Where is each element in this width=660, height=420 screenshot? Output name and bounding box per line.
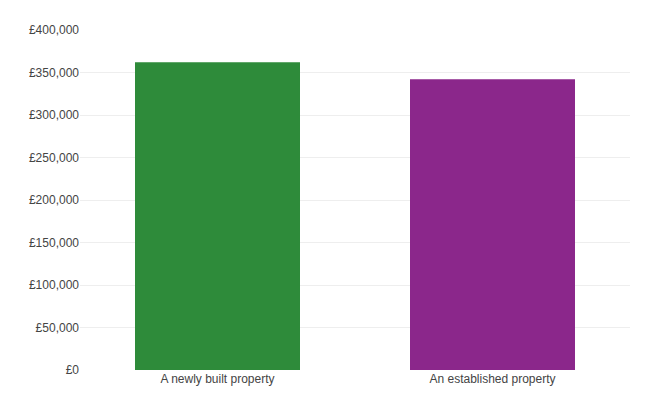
- svg-text:£100,000: £100,000: [29, 278, 79, 292]
- svg-text:£250,000: £250,000: [29, 151, 79, 165]
- svg-text:£0: £0: [66, 363, 80, 377]
- svg-text:£200,000: £200,000: [29, 193, 79, 207]
- svg-text:A newly built property: A newly built property: [160, 372, 274, 386]
- svg-text:£150,000: £150,000: [29, 236, 79, 250]
- svg-text:£400,000: £400,000: [29, 23, 79, 37]
- svg-text:An established property: An established property: [429, 372, 555, 386]
- svg-text:£300,000: £300,000: [29, 108, 79, 122]
- svg-text:£350,000: £350,000: [29, 66, 79, 80]
- svg-text:£50,000: £50,000: [36, 321, 80, 335]
